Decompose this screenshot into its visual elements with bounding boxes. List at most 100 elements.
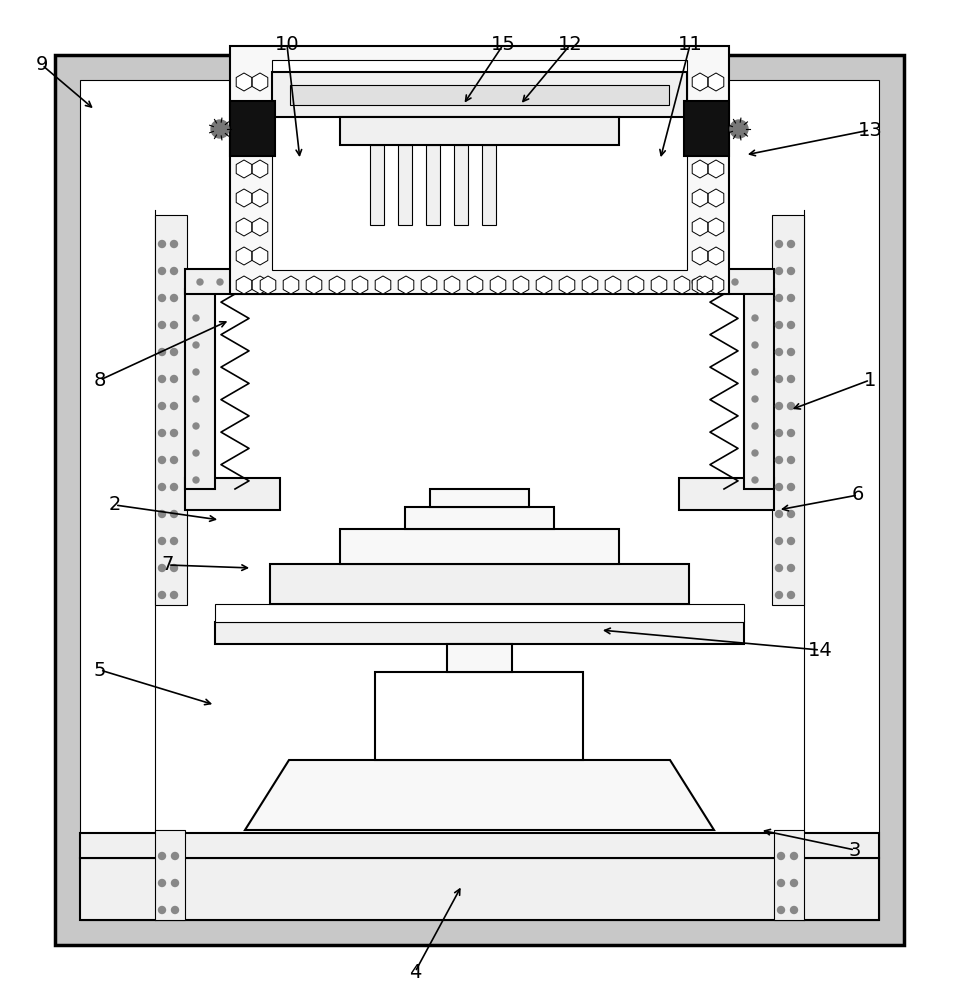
Circle shape xyxy=(787,510,794,518)
Circle shape xyxy=(692,279,698,285)
Circle shape xyxy=(732,279,738,285)
Bar xyxy=(772,215,804,605)
Circle shape xyxy=(171,402,177,410)
Bar xyxy=(340,529,619,564)
Circle shape xyxy=(776,484,783,490)
Circle shape xyxy=(158,906,166,914)
Circle shape xyxy=(171,375,177,382)
Circle shape xyxy=(752,477,758,483)
Bar xyxy=(185,289,215,489)
Bar xyxy=(684,101,729,156)
Circle shape xyxy=(171,510,177,518)
Circle shape xyxy=(752,396,758,402)
Circle shape xyxy=(776,591,783,598)
Circle shape xyxy=(776,538,783,544)
Bar xyxy=(215,622,744,644)
Circle shape xyxy=(790,906,798,914)
Circle shape xyxy=(193,315,199,321)
Bar xyxy=(80,858,879,920)
Circle shape xyxy=(171,240,177,247)
Circle shape xyxy=(158,267,166,274)
Bar xyxy=(774,830,804,920)
Circle shape xyxy=(776,267,783,274)
Circle shape xyxy=(752,315,758,321)
Bar xyxy=(215,604,744,622)
Text: 15: 15 xyxy=(491,35,515,54)
Text: 14: 14 xyxy=(807,641,832,660)
Bar xyxy=(185,269,280,294)
Circle shape xyxy=(158,852,166,859)
Circle shape xyxy=(778,906,784,914)
Bar xyxy=(155,830,185,920)
Circle shape xyxy=(193,342,199,348)
Circle shape xyxy=(776,402,783,410)
Circle shape xyxy=(778,852,784,859)
Text: 12: 12 xyxy=(557,35,582,54)
Circle shape xyxy=(158,322,166,328)
Circle shape xyxy=(787,538,794,544)
Bar xyxy=(230,46,729,294)
Bar xyxy=(375,672,583,760)
Circle shape xyxy=(712,279,718,285)
Bar xyxy=(405,507,554,529)
Polygon shape xyxy=(245,760,714,830)
Circle shape xyxy=(787,564,794,572)
Circle shape xyxy=(787,402,794,410)
Text: 9: 9 xyxy=(35,55,48,75)
Circle shape xyxy=(193,369,199,375)
Circle shape xyxy=(776,349,783,356)
Circle shape xyxy=(158,564,166,572)
Circle shape xyxy=(171,484,177,490)
Circle shape xyxy=(158,510,166,518)
Text: 11: 11 xyxy=(678,35,702,54)
Bar xyxy=(185,478,280,510)
Text: 5: 5 xyxy=(94,660,106,680)
Bar xyxy=(230,101,275,156)
Bar xyxy=(454,145,468,225)
Circle shape xyxy=(158,375,166,382)
Text: 7: 7 xyxy=(162,556,175,574)
Bar xyxy=(426,145,440,225)
Circle shape xyxy=(172,880,178,886)
Bar xyxy=(447,644,512,672)
Bar xyxy=(155,215,187,605)
Bar xyxy=(482,145,496,225)
Circle shape xyxy=(172,906,178,914)
Circle shape xyxy=(158,294,166,302)
Circle shape xyxy=(787,294,794,302)
Circle shape xyxy=(193,450,199,456)
Circle shape xyxy=(776,564,783,572)
Text: 8: 8 xyxy=(94,370,106,389)
Text: 4: 4 xyxy=(409,962,421,982)
Text: 3: 3 xyxy=(849,840,861,859)
Circle shape xyxy=(776,510,783,518)
Circle shape xyxy=(171,538,177,544)
Circle shape xyxy=(790,880,798,886)
Circle shape xyxy=(752,423,758,429)
Circle shape xyxy=(158,538,166,544)
Text: 6: 6 xyxy=(852,486,864,504)
Circle shape xyxy=(193,477,199,483)
Circle shape xyxy=(776,375,783,382)
Circle shape xyxy=(776,456,783,464)
Circle shape xyxy=(787,484,794,490)
Circle shape xyxy=(237,279,243,285)
Circle shape xyxy=(776,240,783,247)
Circle shape xyxy=(787,591,794,598)
Circle shape xyxy=(171,267,177,274)
Circle shape xyxy=(171,456,177,464)
Circle shape xyxy=(787,322,794,328)
Bar xyxy=(80,833,879,858)
Circle shape xyxy=(193,396,199,402)
Text: 2: 2 xyxy=(108,495,121,514)
Circle shape xyxy=(171,322,177,328)
Circle shape xyxy=(172,852,178,859)
Text: 1: 1 xyxy=(864,370,877,389)
Bar xyxy=(430,489,529,507)
Circle shape xyxy=(158,349,166,356)
Circle shape xyxy=(787,240,794,247)
Circle shape xyxy=(730,120,748,138)
Bar xyxy=(55,55,904,945)
Text: 13: 13 xyxy=(857,120,882,139)
Circle shape xyxy=(158,430,166,436)
